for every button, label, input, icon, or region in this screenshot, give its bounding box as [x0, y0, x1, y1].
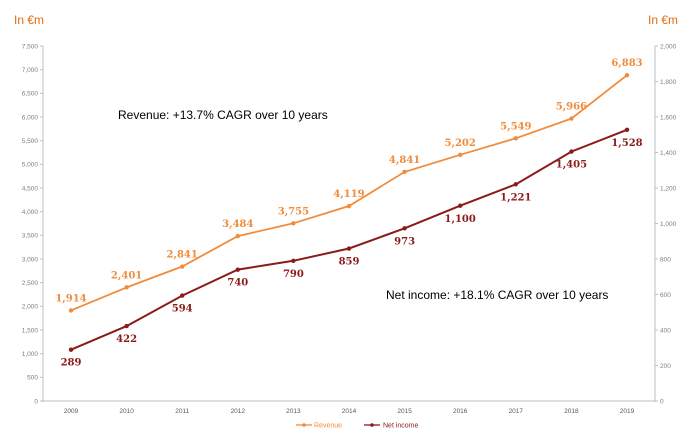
net-income-point	[513, 182, 518, 187]
right-tick-label: 1,800	[660, 79, 677, 86]
net-income-data-label: 790	[283, 269, 304, 280]
legend-net-income-label: Net income	[383, 423, 419, 430]
net-income-data-label: 1,221	[500, 192, 531, 203]
x-tick-label: 2009	[64, 408, 79, 415]
net-income-cagr-annotation: Net income: +18.1% CAGR over 10 years	[386, 288, 608, 302]
revenue-point	[291, 221, 296, 226]
left-tick-label: 1,000	[22, 351, 39, 358]
left-tick-label: 500	[27, 375, 38, 382]
revenue-point	[513, 136, 518, 141]
legend-net-income-marker	[370, 423, 374, 427]
net-income-point	[458, 203, 463, 208]
revenue-data-label: 2,401	[111, 270, 142, 281]
net-income-point	[291, 258, 296, 263]
revenue-point	[569, 116, 574, 121]
revenue-data-label: 4,119	[333, 189, 364, 200]
revenue-point	[346, 203, 352, 209]
left-tick-label: 4,000	[22, 209, 39, 216]
revenue-cagr-annotation: Revenue: +13.7% CAGR over 10 years	[118, 108, 328, 122]
revenue-point	[235, 233, 240, 239]
left-tick-label: 4,500	[22, 185, 39, 192]
x-tick-labels: 2009 2010 2011 2012 2013 2014 2015 2016 2017 2018…	[64, 408, 635, 415]
right-tick-label: 800	[660, 256, 671, 263]
right-tick-label: 0	[660, 398, 664, 405]
left-tick-label: 1,500	[22, 327, 39, 334]
net-income-data-label: 740	[227, 278, 248, 289]
revenue-point	[624, 73, 630, 78]
revenue-data-label: 2,841	[167, 250, 198, 261]
revenue-point	[402, 169, 407, 175]
legend-revenue-marker	[302, 423, 306, 427]
revenue-point	[68, 308, 74, 313]
net-income-point	[235, 267, 240, 272]
net-income-data-label: 859	[339, 257, 360, 268]
left-tick-label: 2,000	[22, 304, 39, 311]
net-income-data-label: 1,100	[445, 214, 476, 225]
right-tick-label: 200	[660, 363, 671, 370]
revenue-data-label: 4,841	[389, 155, 420, 166]
left-tick-label: 7,500	[22, 43, 39, 50]
x-tick-label: 2019	[620, 408, 635, 415]
net-income-point	[346, 246, 352, 251]
right-tick-label: 2,000	[660, 43, 677, 50]
x-tick-label: 2017	[509, 408, 524, 415]
net-income-data-label: 422	[116, 334, 137, 345]
left-tick-label: 3,000	[22, 256, 39, 263]
x-tick-label: 2013	[286, 408, 301, 415]
revenue-point	[124, 285, 129, 290]
right-axis-unit: In €m	[648, 13, 678, 27]
legend-revenue-label: Revenue	[314, 423, 342, 430]
legend: Revenue Net income	[296, 423, 419, 430]
left-tick-label: 2,500	[22, 280, 39, 287]
x-tick-label: 2014	[342, 408, 357, 415]
net-income-point	[68, 347, 74, 352]
revenue-data-label: 5,549	[500, 121, 531, 132]
right-tick-label: 1,400	[660, 150, 677, 157]
left-tick-labels: 0 500 1,000 1,500 2,000 2,500 3,000 3,500 4,000 4…	[22, 43, 43, 405]
net-income-point	[402, 226, 407, 231]
x-tick-label: 2010	[119, 408, 134, 415]
left-tick-label: 5,000	[22, 162, 39, 169]
data-labels: 1,914 2,401 2,841 3,484 3,755 4,119 4,841 5,202…	[55, 58, 642, 368]
revenue-data-label: 3,755	[278, 206, 309, 217]
left-tick-label: 0	[34, 398, 38, 405]
right-tick-labels: 0 200 400 600 800 1,000 1,200 1,400 1,600 1,800 2,…	[655, 43, 677, 405]
net-income-point	[624, 127, 630, 132]
net-income-point	[124, 323, 129, 329]
revenue-data-label: 5,202	[445, 138, 476, 149]
left-tick-label: 6,500	[22, 91, 39, 98]
left-tick-label: 5,500	[22, 138, 39, 145]
left-tick-label: 3,500	[22, 233, 39, 240]
left-axis-unit: In €m	[14, 13, 44, 27]
x-tick-label: 2018	[564, 408, 579, 415]
net-income-point	[569, 149, 574, 154]
net-income-point	[180, 293, 185, 298]
net-income-data-label: 594	[172, 304, 193, 315]
revenue-data-label: 5,966	[556, 102, 587, 113]
net-income-data-label: 973	[394, 236, 415, 247]
net-income-data-label: 1,528	[611, 138, 642, 149]
series-layer	[68, 73, 630, 352]
net-income-data-label: 1,405	[556, 160, 587, 171]
net-income-line	[70, 128, 628, 351]
left-tick-label: 7,000	[22, 67, 39, 74]
revenue-point	[458, 152, 463, 157]
left-tick-label: 6,000	[22, 114, 39, 121]
right-tick-label: 1,000	[660, 221, 677, 228]
right-tick-label: 1,600	[660, 114, 677, 121]
revenue-data-label: 6,883	[611, 58, 642, 69]
x-tick-label: 2016	[453, 408, 468, 415]
right-tick-label: 600	[660, 292, 671, 299]
revenue-point	[180, 264, 185, 269]
right-tick-label: 400	[660, 327, 671, 334]
right-tick-label: 1,200	[660, 185, 677, 192]
x-tick-label: 2011	[175, 408, 189, 415]
revenue-data-label: 1,914	[55, 293, 86, 304]
x-tick-label: 2012	[231, 408, 246, 415]
x-tick-label: 2015	[397, 408, 412, 415]
revenue-data-label: 3,484	[222, 219, 253, 230]
net-income-data-label: 289	[61, 358, 82, 369]
